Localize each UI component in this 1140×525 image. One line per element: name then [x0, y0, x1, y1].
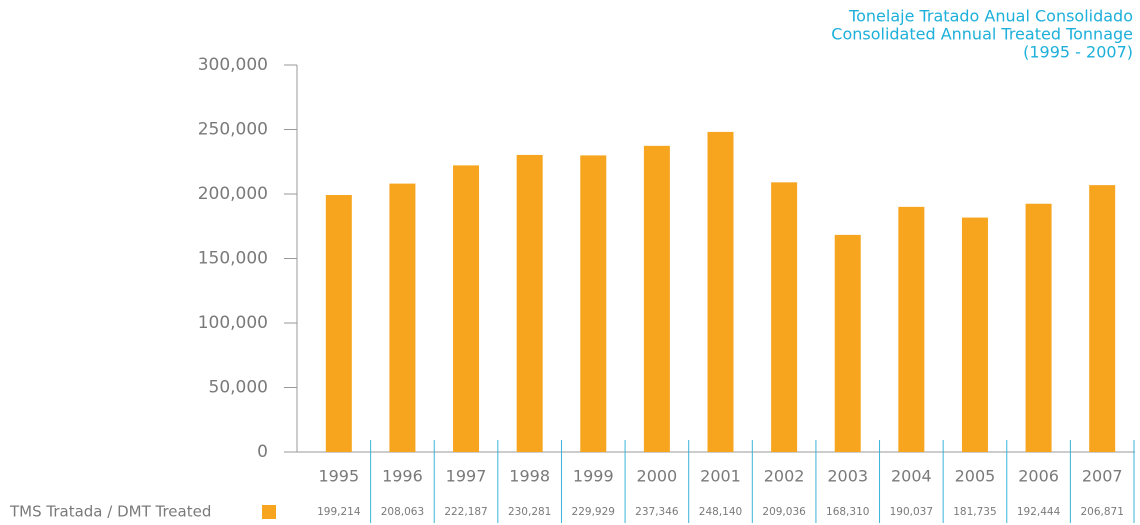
- x-tick-label: 2004: [891, 467, 932, 486]
- x-tick-label: 1995: [318, 467, 359, 486]
- x-tick-label: 2000: [637, 467, 678, 486]
- x-tick-label: 1999: [573, 467, 614, 486]
- value-label: 190,037: [890, 506, 933, 518]
- x-tick-label: 2006: [1018, 467, 1059, 486]
- y-tick-label: 150,000: [198, 249, 268, 269]
- bar: [707, 131, 734, 452]
- y-tick-label: 250,000: [198, 120, 268, 140]
- value-label: 230,281: [508, 506, 551, 518]
- bar: [516, 154, 543, 453]
- value-label: 209,036: [762, 506, 806, 518]
- chart-subtitle: Consolidated Annual Treated Tonnage: [831, 25, 1133, 44]
- y-tick-label: 200,000: [198, 184, 268, 204]
- bar: [580, 155, 607, 452]
- value-label: 199,214: [317, 506, 361, 518]
- value-label: 222,187: [444, 506, 487, 518]
- bar: [325, 195, 352, 452]
- value-label: 248,140: [699, 506, 742, 518]
- bar: [898, 206, 925, 452]
- y-tick-label: 100,000: [198, 313, 268, 333]
- y-tick-label: 50,000: [209, 378, 268, 398]
- x-tick-label: 2003: [827, 467, 868, 486]
- x-tick-label: 2007: [1082, 467, 1123, 486]
- x-tick-label: 1996: [382, 467, 423, 486]
- bar: [643, 145, 670, 452]
- bar: [1025, 203, 1052, 452]
- y-tick-label: 300,000: [198, 55, 268, 75]
- legend-swatch: [262, 505, 276, 519]
- x-tick-label: 1998: [509, 467, 550, 486]
- legend-label: TMS Tratada / DMT Treated: [9, 503, 211, 521]
- y-tick-label: 0: [257, 442, 268, 462]
- value-label: 206,871: [1080, 506, 1123, 518]
- bar: [389, 183, 416, 452]
- value-label: 181,735: [953, 506, 996, 518]
- value-label: 229,929: [572, 506, 615, 518]
- chart-title: Tonelaje Tratado Anual Consolidado: [848, 7, 1133, 26]
- x-tick-label: 2001: [700, 467, 741, 486]
- x-tick-label: 2002: [764, 467, 805, 486]
- value-label: 208,063: [381, 506, 424, 518]
- chart-period: (1995 - 2007): [1023, 43, 1133, 62]
- bar: [771, 182, 798, 452]
- value-label: 237,346: [635, 506, 679, 518]
- bar: [834, 234, 861, 452]
- bar: [1089, 185, 1116, 452]
- x-tick-label: 1997: [446, 467, 487, 486]
- value-label: 168,310: [826, 506, 869, 518]
- value-label: 192,444: [1017, 506, 1061, 518]
- bar: [961, 217, 988, 452]
- bar: [453, 165, 480, 452]
- x-tick-label: 2005: [955, 467, 996, 486]
